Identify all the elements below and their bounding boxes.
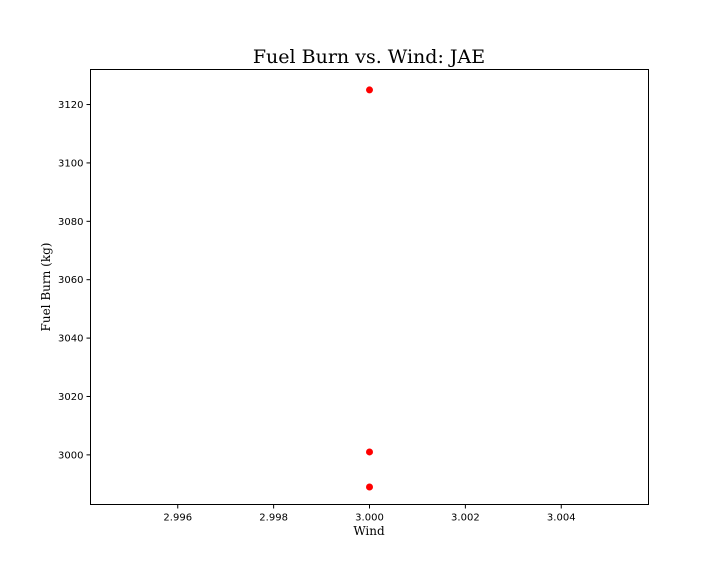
x-tick-label: 3.004 xyxy=(547,513,576,524)
y-tick-label: 3040 xyxy=(58,334,83,345)
x-axis-label: Wind xyxy=(353,524,385,538)
x-tick-label: 3.002 xyxy=(451,513,480,524)
x-tick-label: 2.996 xyxy=(163,513,192,524)
y-tick-label: 3020 xyxy=(58,392,83,403)
y-tick-label: 3120 xyxy=(58,100,83,111)
y-tick-label: 3060 xyxy=(58,275,83,286)
y-tick-label: 3000 xyxy=(58,450,83,461)
chart-title: Fuel Burn vs. Wind: JAE xyxy=(253,46,485,68)
data-point xyxy=(366,86,373,94)
plot-frame xyxy=(90,69,649,505)
y-tick-label: 3080 xyxy=(58,217,83,228)
y-tick-label: 3100 xyxy=(58,158,83,169)
y-axis: 3000 3020 3040 3060 3080 3100 3120 xyxy=(58,100,91,461)
data-point xyxy=(366,483,373,491)
x-tick-label: 3.000 xyxy=(355,513,384,524)
x-tick-label: 2.998 xyxy=(259,513,288,524)
data-point xyxy=(366,448,373,456)
x-axis: 2.996 2.998 3.000 3.002 3.004 xyxy=(163,504,576,524)
y-axis-label: Fuel Burn (kg) xyxy=(39,243,53,332)
plot-area xyxy=(366,86,373,491)
